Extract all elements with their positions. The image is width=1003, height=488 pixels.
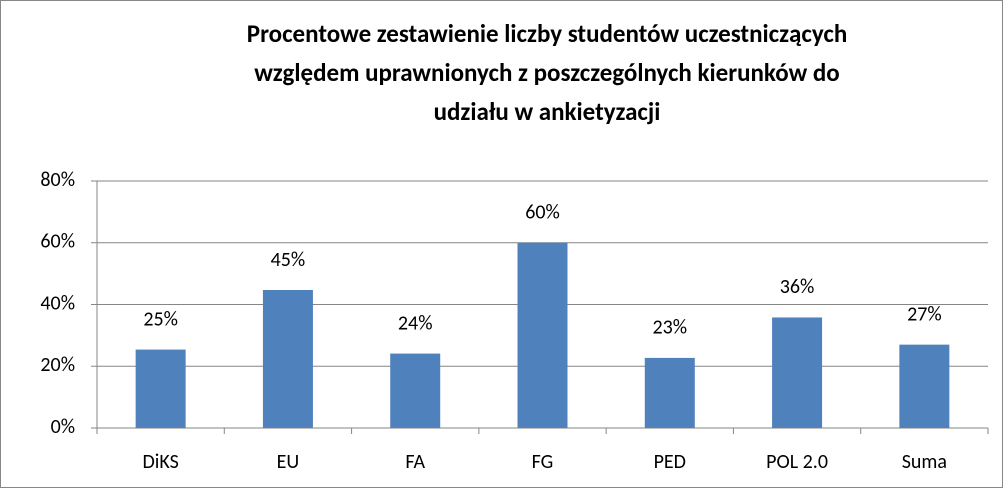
data-label: 24% bbox=[398, 311, 433, 335]
y-tick-label: 80% bbox=[40, 168, 75, 192]
data-label: 60% bbox=[525, 201, 560, 225]
y-tick-label: 40% bbox=[40, 291, 75, 315]
x-tick-label: PED bbox=[654, 450, 686, 474]
y-tick-label: 20% bbox=[40, 353, 75, 377]
data-label: 23% bbox=[652, 316, 687, 340]
chart-title: udziału w ankietyzacji bbox=[434, 96, 661, 127]
bar bbox=[390, 353, 441, 428]
data-label: 45% bbox=[271, 248, 306, 272]
bar bbox=[262, 289, 313, 428]
bar bbox=[517, 242, 568, 428]
x-tick-label: POL 2.0 bbox=[766, 450, 828, 474]
x-tick-label: FA bbox=[405, 450, 425, 474]
bar bbox=[899, 344, 950, 428]
chart-title: względem uprawnionych z poszczególnych k… bbox=[254, 57, 840, 88]
x-tick-label: Suma bbox=[902, 450, 947, 474]
y-tick-label: 60% bbox=[40, 230, 75, 254]
y-tick-label: 0% bbox=[51, 415, 75, 439]
bar bbox=[644, 357, 695, 428]
data-label: 36% bbox=[780, 275, 815, 299]
data-label: 27% bbox=[907, 302, 942, 326]
x-tick-label: DiKS bbox=[142, 450, 178, 474]
x-tick-label: EU bbox=[277, 450, 300, 474]
chart-title: Procentowe zestawienie liczby studentów … bbox=[247, 18, 847, 49]
data-label: 25% bbox=[143, 307, 178, 331]
bar bbox=[772, 317, 823, 428]
x-tick-label: FG bbox=[532, 450, 554, 474]
bar bbox=[135, 349, 186, 428]
